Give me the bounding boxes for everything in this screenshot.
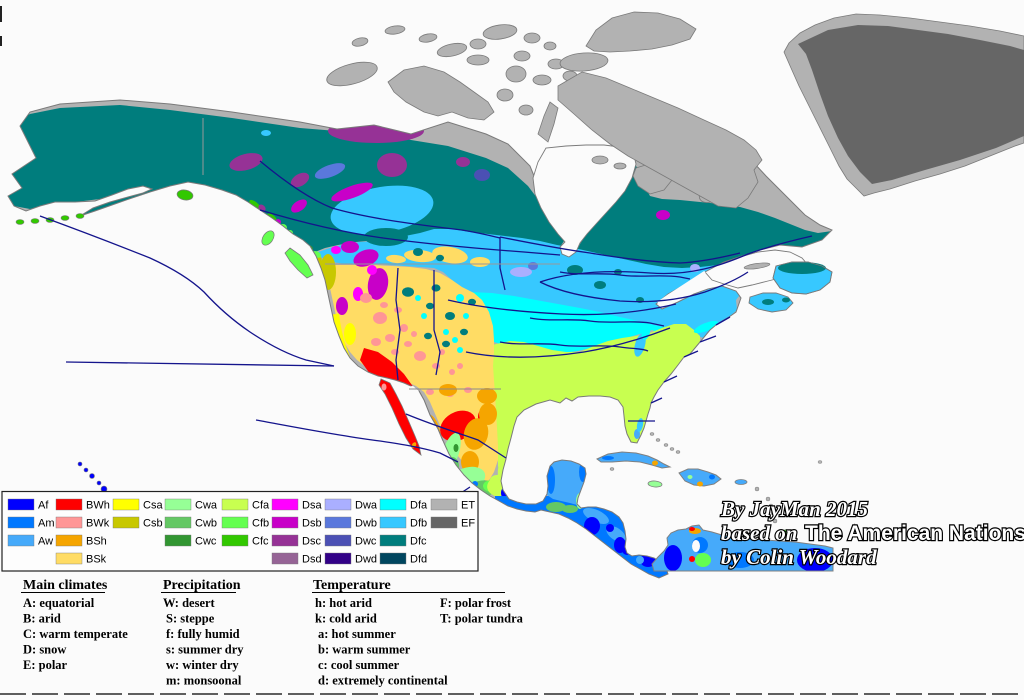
svg-text:By JayMan 2015: By JayMan 2015 — [720, 497, 868, 521]
svg-text:Aw: Aw — [38, 536, 53, 548]
svg-text:Am: Am — [38, 518, 55, 530]
svg-text:Cfb: Cfb — [252, 518, 269, 530]
svg-text:a: hot summer: a: hot summer — [318, 627, 396, 641]
svg-text:c: cool summer: c: cool summer — [318, 658, 400, 672]
svg-text:Dsd: Dsd — [302, 554, 322, 566]
svg-text:Csb: Csb — [143, 518, 163, 530]
svg-text:Dsb: Dsb — [302, 518, 322, 530]
svg-text:Precipitation: Precipitation — [163, 578, 241, 593]
svg-text:h: hot arid: h: hot arid — [315, 596, 372, 610]
svg-text:F: polar frost: F: polar frost — [440, 596, 512, 610]
svg-text:based on: based on — [721, 521, 797, 545]
svg-text:by Colin Woodard: by Colin Woodard — [721, 545, 877, 569]
svg-text:Dfb: Dfb — [410, 518, 427, 530]
svg-text:The American Nations: The American Nations — [805, 522, 1024, 545]
svg-text:EF: EF — [461, 518, 475, 530]
svg-text:ET: ET — [461, 500, 475, 512]
svg-text:S: steppe: S: steppe — [166, 612, 215, 626]
svg-text:B: arid: B: arid — [23, 612, 61, 626]
svg-text:Cwc: Cwc — [195, 536, 217, 548]
svg-text:b: warm summer: b: warm summer — [318, 643, 411, 657]
svg-text:f: fully humid: f: fully humid — [166, 627, 240, 641]
svg-text:Temperature: Temperature — [313, 578, 391, 593]
svg-text:E: polar: E: polar — [23, 658, 68, 672]
svg-text:T: polar tundra: T: polar tundra — [440, 612, 524, 626]
svg-text:d: extremely continental: d: extremely continental — [318, 674, 448, 688]
svg-text:Dsa: Dsa — [302, 500, 322, 512]
svg-text:Dfa: Dfa — [410, 500, 428, 512]
svg-text:BSk: BSk — [86, 554, 107, 566]
svg-text:Csa: Csa — [143, 500, 163, 512]
svg-text:Dwa: Dwa — [355, 500, 378, 512]
svg-text:BWh: BWh — [86, 500, 110, 512]
svg-text:BWk: BWk — [86, 518, 110, 530]
svg-text:Dwc: Dwc — [355, 536, 377, 548]
svg-text:Dwb: Dwb — [355, 518, 377, 530]
svg-text:Cwa: Cwa — [195, 500, 218, 512]
svg-text:D: snow: D: snow — [23, 643, 66, 657]
svg-text:Af: Af — [38, 500, 49, 512]
svg-text:A: equatorial: A: equatorial — [23, 596, 95, 610]
svg-text:C: warm temperate: C: warm temperate — [23, 627, 128, 641]
svg-text:Cfc: Cfc — [252, 536, 269, 548]
svg-text:Dsc: Dsc — [302, 536, 321, 548]
svg-text:m: monsoonal: m: monsoonal — [166, 674, 242, 688]
svg-text:Cfa: Cfa — [252, 500, 270, 512]
svg-text:k: cold arid: k: cold arid — [315, 612, 377, 626]
svg-text:Dfc: Dfc — [410, 536, 427, 548]
svg-text:Dfd: Dfd — [410, 554, 427, 566]
svg-text:W: desert: W: desert — [163, 596, 216, 610]
svg-text:Cwb: Cwb — [195, 518, 217, 530]
svg-text:Main climates: Main climates — [23, 578, 108, 593]
svg-text:s: summer dry: s: summer dry — [166, 643, 244, 657]
svg-text:w: winter dry: w: winter dry — [166, 658, 239, 672]
svg-text:Dwd: Dwd — [355, 554, 377, 566]
svg-text:BSh: BSh — [86, 536, 107, 548]
